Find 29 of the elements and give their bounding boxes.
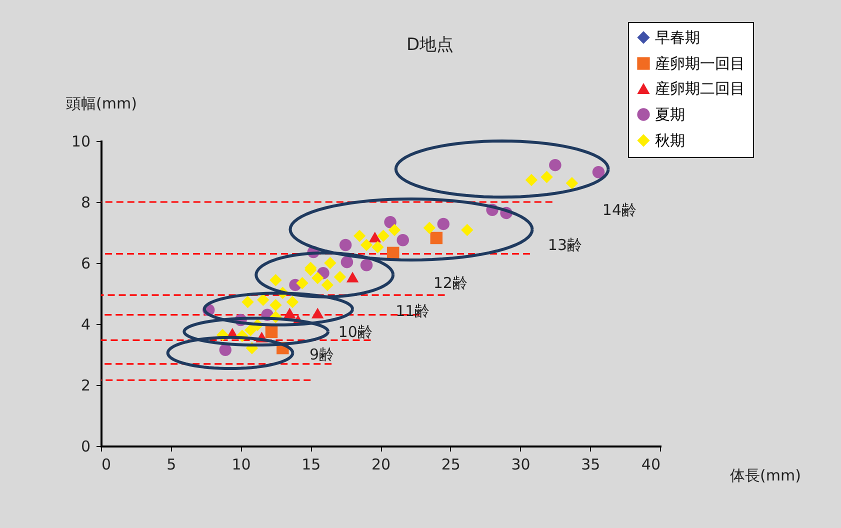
legend-label: 秋期 — [655, 132, 685, 150]
chart-title: D地点 — [406, 35, 454, 55]
y-tick-label: 6 — [80, 254, 90, 272]
legend-label: 早春期 — [655, 28, 700, 46]
y-tick-label: 4 — [80, 316, 90, 334]
y-tick-label: 2 — [80, 376, 90, 394]
y-tick-label: 0 — [80, 438, 90, 456]
legend-label: 産卵期一回目 — [655, 54, 745, 72]
annotation: 11齢 — [396, 302, 430, 320]
x-axis-title: 体長(mm) — [730, 466, 801, 484]
x-tick-label: 25 — [441, 456, 460, 474]
x-tick-label: 10 — [232, 456, 251, 474]
annotation: 14齢 — [602, 200, 637, 219]
legend-label: 産卵期二回目 — [655, 80, 745, 98]
x-tick-label: 40 — [641, 456, 660, 474]
x-tick-label: 35 — [581, 456, 600, 474]
annotation: 9齢 — [310, 346, 334, 364]
legend-label: 夏期 — [655, 106, 685, 124]
x-tick-label: 20 — [371, 456, 391, 474]
x-tick-label: 5 — [166, 456, 176, 474]
y-axis-title: 頭幅(mm) — [66, 94, 137, 112]
annotation: 13齢 — [548, 236, 582, 254]
x-tick-label: 15 — [302, 456, 321, 474]
y-tick-label: 8 — [80, 194, 90, 212]
x-tick-label: 0 — [102, 456, 112, 474]
annotation: 12齢 — [433, 274, 468, 292]
x-tick-label: 30 — [511, 456, 530, 474]
annotation: 10齢 — [338, 322, 372, 341]
y-tick-label: 10 — [71, 132, 90, 150]
